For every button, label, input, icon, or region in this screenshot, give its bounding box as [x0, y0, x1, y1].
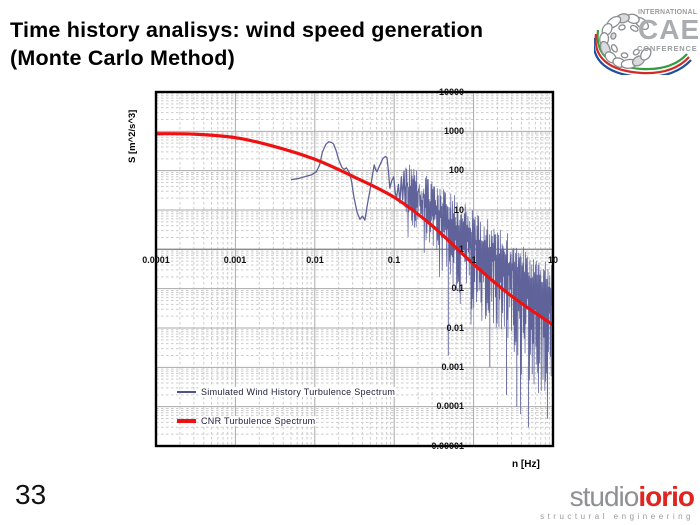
- y-tick: 0.1: [451, 283, 464, 294]
- y-tick: 0.001: [441, 361, 464, 372]
- page-number: 33: [15, 479, 47, 510]
- pebble-ring-icon: [599, 13, 652, 69]
- y-tick: 10: [453, 204, 464, 215]
- x-tick: 0.0001: [142, 255, 170, 265]
- legend-label-simulated: Simulated Wind History Turbulence Spectr…: [200, 387, 397, 397]
- iorio-word: iorio: [638, 481, 695, 512]
- y-tick: 0.0001: [436, 401, 464, 412]
- legend-label-cnr: CNR Turbulence Spectrum: [200, 416, 317, 426]
- cae-logo-cae: CAE: [638, 14, 700, 45]
- legend-item-simulated: Simulated Wind History Turbulence Spectr…: [177, 386, 397, 398]
- slide-title-line1: Time history analisys: wind speed genera…: [10, 18, 484, 42]
- x-tick: 0.01: [306, 255, 324, 265]
- x-tick: 10: [547, 255, 558, 265]
- slide-title: Time history analisys: wind speed genera…: [10, 16, 585, 72]
- y-tick: 100: [448, 165, 464, 176]
- y-tick: 10000: [438, 86, 464, 97]
- legend-item-cnr: CNR Turbulence Spectrum: [177, 415, 317, 427]
- y-axis-title: S [m^2/s^3]: [127, 109, 138, 163]
- studio-iorio-wordmark: studioiorio: [569, 481, 695, 512]
- x-tick: 0.1: [387, 255, 401, 265]
- cae-conference-logo: INTERNATIONAL CAE CONFERENCE: [592, 3, 699, 79]
- y-tick: 1000: [443, 125, 464, 136]
- studio-iorio-subtitle: structural engineering: [540, 512, 694, 521]
- x-tick: 1: [471, 255, 477, 265]
- y-tick: 0.00001: [431, 440, 464, 451]
- legend-line-sample-simulated: [177, 391, 196, 393]
- cae-logo-conference: CONFERENCE: [637, 44, 698, 53]
- x-tick: 0.001: [223, 255, 247, 265]
- cae-logo-international: INTERNATIONAL: [638, 9, 698, 16]
- x-axis-title: n [Hz]: [512, 459, 540, 470]
- legend-line-sample-cnr: [177, 419, 196, 423]
- cae-logo-graphic-icon: [592, 13, 692, 79]
- studio-word: studio: [569, 481, 640, 512]
- y-tick: 0.01: [446, 322, 464, 333]
- studio-iorio-logo: studioiorio structural engineering: [522, 481, 695, 522]
- slide-title-line2: (Monte Carlo Method): [10, 46, 235, 70]
- y-tick: 1: [458, 243, 464, 254]
